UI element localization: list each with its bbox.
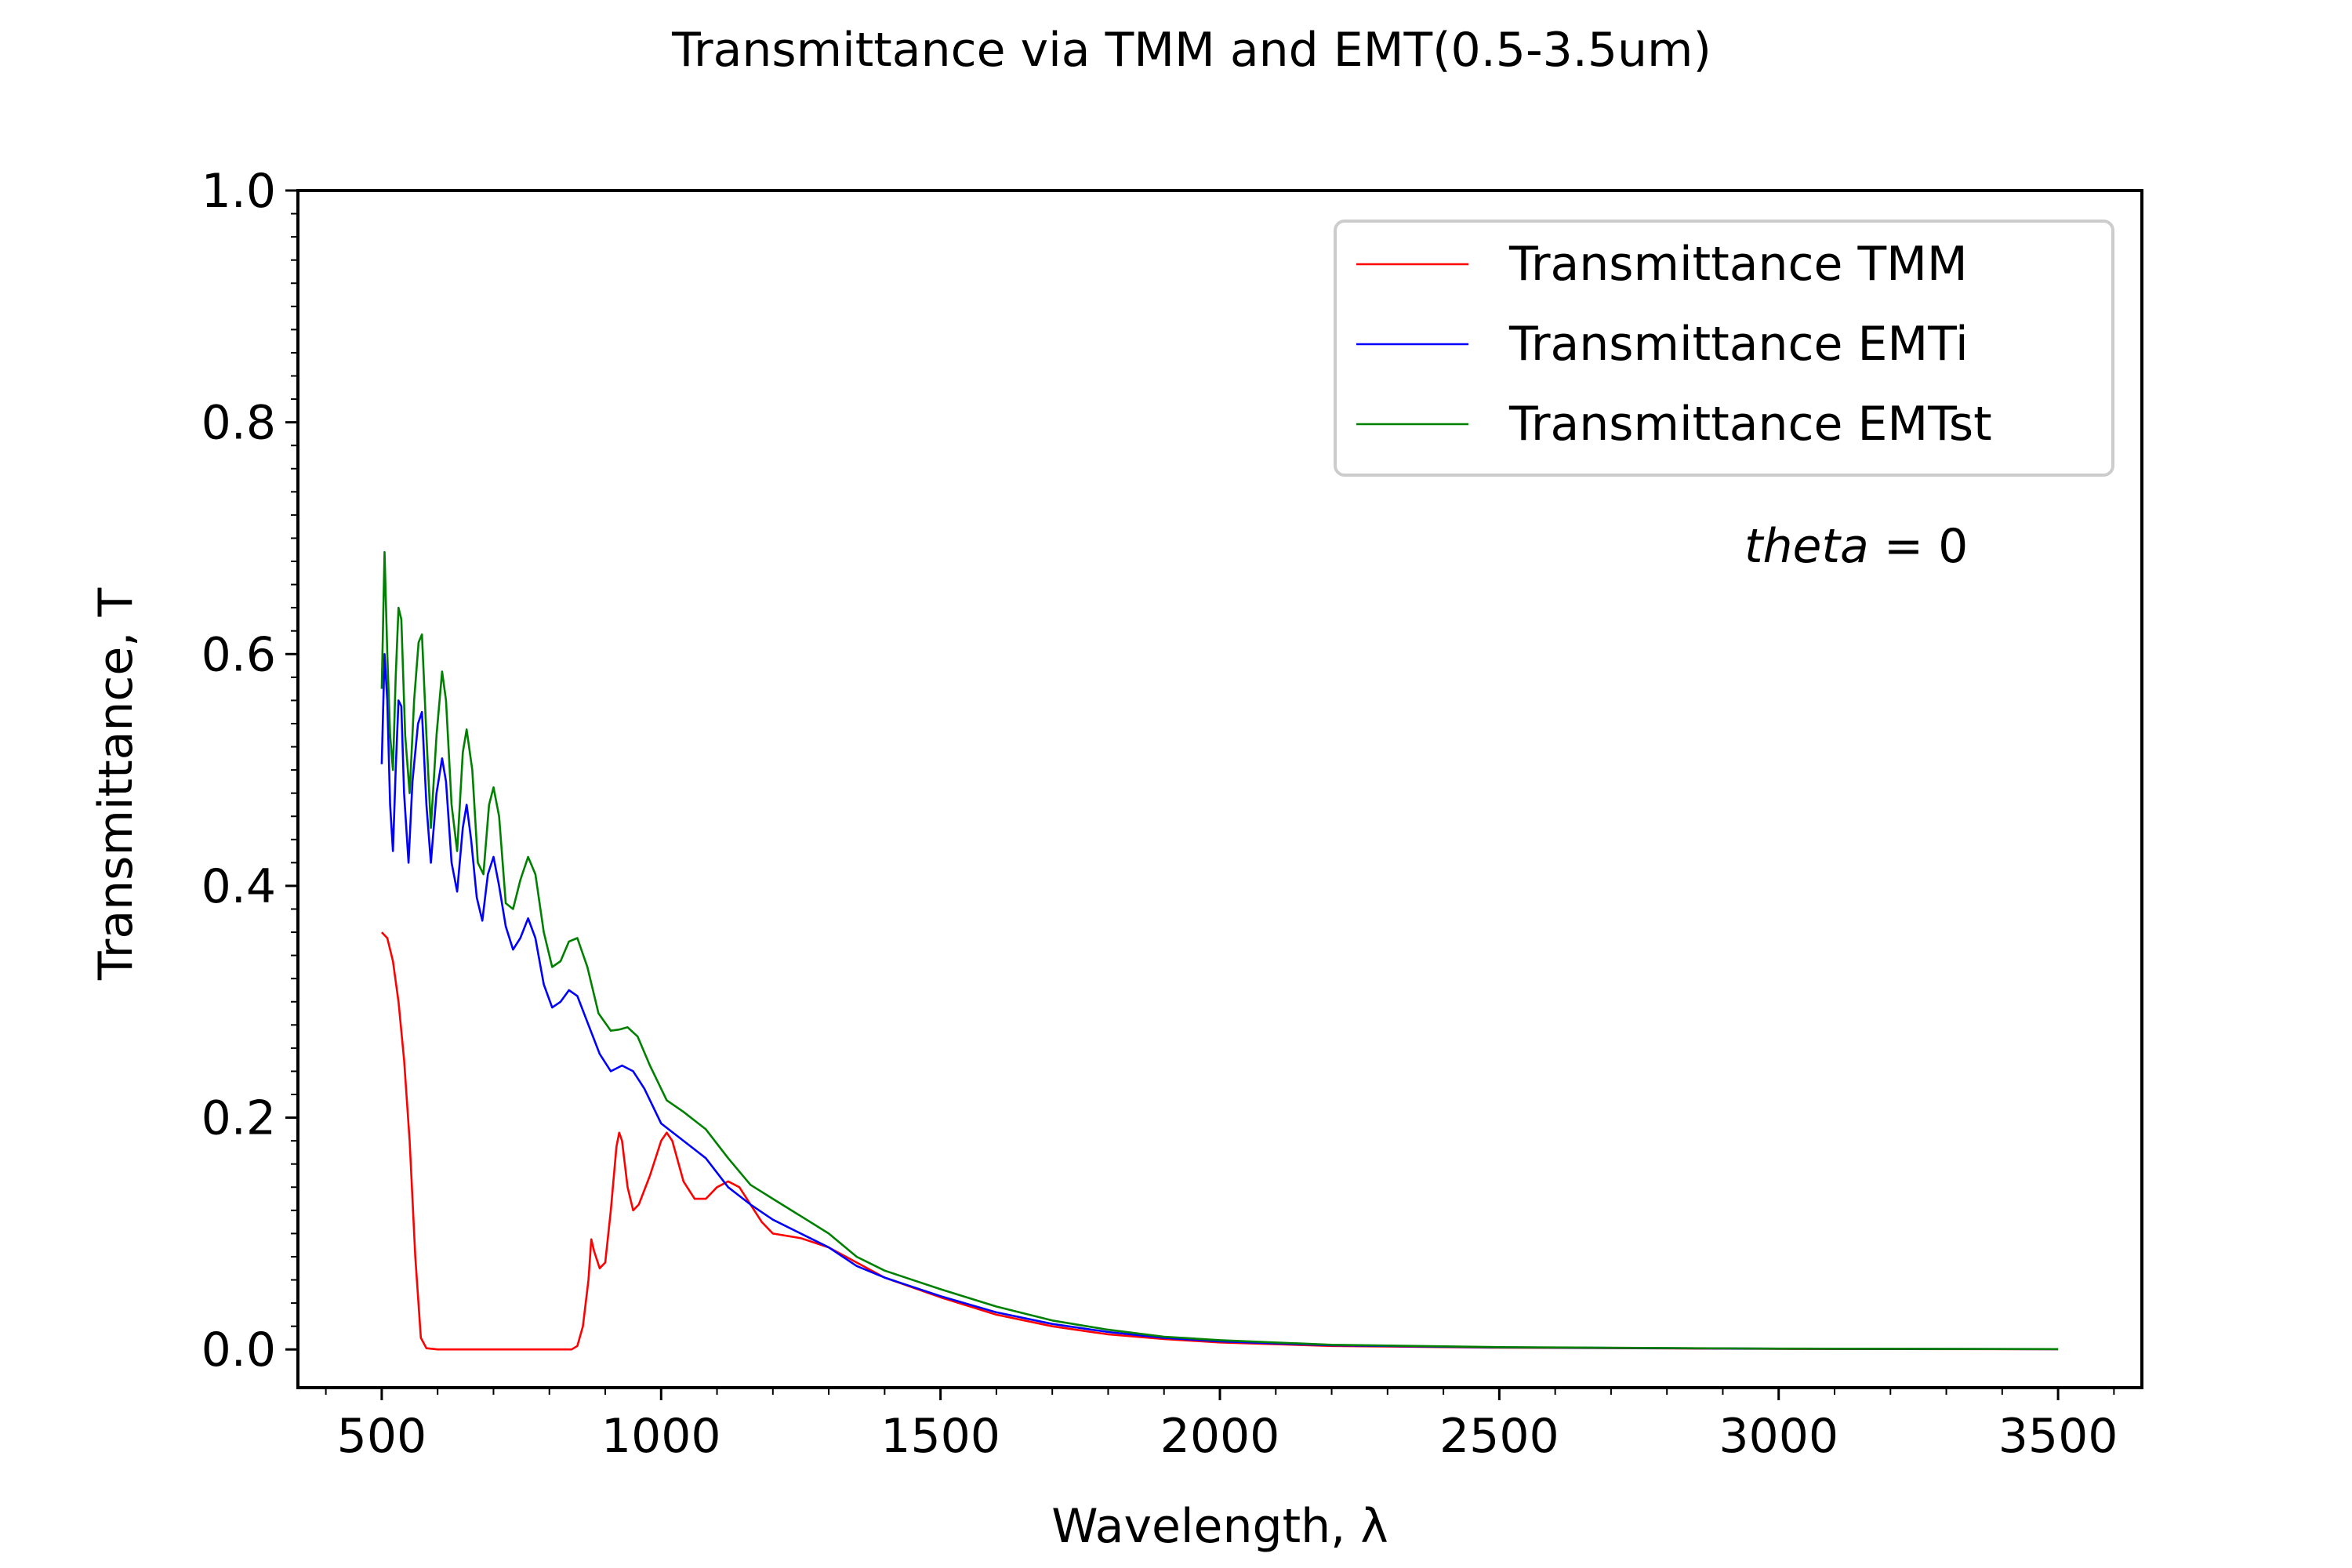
theta-annotation-symbol: theta <box>1744 519 1869 574</box>
y-tick-label: 0.0 <box>201 1323 276 1377</box>
x-tick-label: 3000 <box>1719 1409 1838 1464</box>
legend-label-emti: Transmittance EMTi <box>1508 317 1969 372</box>
x-tick-label: 2000 <box>1160 1409 1280 1464</box>
series-line-2 <box>380 550 2059 1351</box>
legend-box <box>1334 220 2114 477</box>
y-tick-label: 0.4 <box>201 859 276 914</box>
legend-label-tmm: Transmittance TMM <box>1508 237 1968 292</box>
theta-annotation-value: = 0 <box>1869 519 1969 574</box>
theta-annotation: theta = 0 <box>1744 519 1968 574</box>
chart-title: Transmittance via TMM and EMT(0.5-3.5um) <box>671 23 1711 78</box>
x-tick-label: 500 <box>337 1409 427 1464</box>
series-line-1 <box>380 653 2059 1351</box>
x-tick-label: 3500 <box>1998 1409 2118 1464</box>
legend-label-emtst: Transmittance EMTst <box>1508 397 1992 452</box>
x-tick-label: 1000 <box>601 1409 721 1464</box>
y-tick-label: 1.0 <box>201 164 276 219</box>
x-tick-label: 1500 <box>880 1409 1000 1464</box>
y-tick-label: 0.8 <box>201 396 276 451</box>
y-tick-label: 0.6 <box>201 627 276 682</box>
x-tick-label: 2500 <box>1439 1409 1559 1464</box>
legend: Transmittance TMM Transmittance EMTi Tra… <box>1334 220 2114 477</box>
series-line-0 <box>380 931 2059 1351</box>
x-axis-label-text: Wavelength, λ <box>1051 1499 1388 1554</box>
plot-frame <box>296 189 2143 1389</box>
plot-area: 500 1000 1500 2000 2500 3000 3500 0.0 0.2 0.4 0.6 0… <box>201 164 2118 1464</box>
x-axis-label: Wavelength, λ <box>1051 1499 1388 1554</box>
y-tick-label: 0.2 <box>201 1091 276 1146</box>
y-axis-label: Transmittance, T <box>89 588 143 982</box>
